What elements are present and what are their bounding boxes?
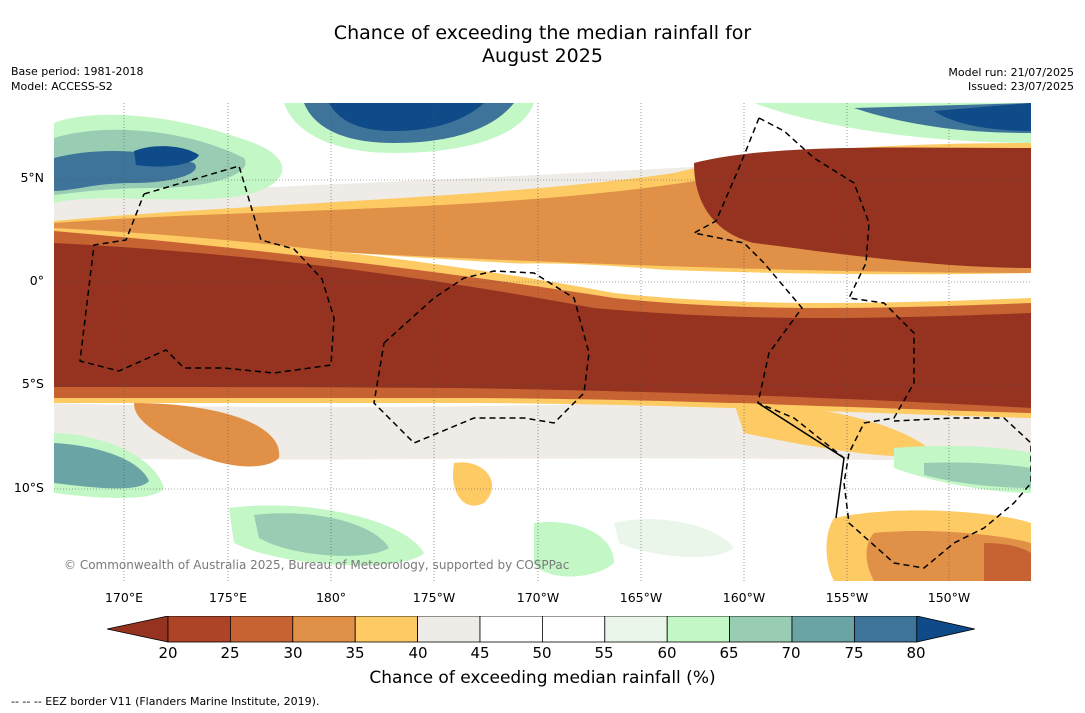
green-south-bottom xyxy=(534,522,614,577)
yellow-south-right xyxy=(734,403,934,457)
graticule xyxy=(54,103,1031,581)
colorbar-segment xyxy=(230,616,294,643)
eez-kiribati-phoenix xyxy=(373,270,590,444)
lat-label: 5°N xyxy=(20,170,44,185)
rainfall-probability-map xyxy=(54,103,1031,581)
teal-south-center xyxy=(254,513,389,556)
colorbar-tick-label: 60 xyxy=(657,644,677,662)
colorbar-tick-label: 75 xyxy=(844,644,864,662)
eez-legend-note: -- -- -- EEZ border V11 (Flanders Marine… xyxy=(11,695,320,708)
lat-label: 0° xyxy=(29,273,44,288)
eez-solid-border xyxy=(757,402,845,519)
colorbar-segment xyxy=(791,616,855,643)
colorbar-tick-label: 80 xyxy=(906,644,926,662)
lat-label: 5°S xyxy=(21,376,44,391)
copyright-notice: © Commonwealth of Australia 2025, Bureau… xyxy=(64,558,570,572)
colorbar-tick-label: 40 xyxy=(408,644,428,662)
orange-southeast-corner xyxy=(984,543,1031,581)
colorbar-segment xyxy=(729,616,793,643)
colorbar-extend-high xyxy=(916,616,975,643)
colorbar-tick-label: 35 xyxy=(345,644,365,662)
lon-label: 170°E xyxy=(104,590,143,605)
eez-borders xyxy=(79,117,1031,569)
colorbar-tick-label: 30 xyxy=(283,644,303,662)
green-south-bottom2 xyxy=(614,519,734,558)
colorbar-tick-label: 45 xyxy=(470,644,490,662)
issued-text: Issued: 23/07/2025 xyxy=(967,80,1074,93)
colorbar-tick-label: 55 xyxy=(594,644,614,662)
lon-label: 155°W xyxy=(825,590,869,605)
colorbar-tick-label: 65 xyxy=(719,644,739,662)
red-equatorial-band xyxy=(54,243,1031,408)
eez-kiribati-line xyxy=(691,117,1031,569)
yellow-south-mid xyxy=(453,462,493,506)
colorbar-segment xyxy=(354,616,418,643)
teal-southeast xyxy=(924,462,1031,488)
lon-label: 170°W xyxy=(516,590,560,605)
colorbar-segment xyxy=(417,616,481,643)
colorbar-segment xyxy=(666,616,731,643)
colorbar-tick-label: 50 xyxy=(532,644,552,662)
blue-southwest xyxy=(54,443,149,489)
colorbar-tick-label: 70 xyxy=(781,644,801,662)
darkblue-north-center xyxy=(329,103,484,131)
colorbar-extend-low xyxy=(107,616,169,643)
map-title-line2: August 2025 xyxy=(482,45,603,67)
colorbar-segment xyxy=(167,616,231,643)
colorbar xyxy=(107,616,975,643)
map-canvas xyxy=(54,103,1031,581)
colorbar-title: Chance of exceeding median rainfall (%) xyxy=(369,668,716,688)
colorbar-segment xyxy=(854,616,918,643)
lat-label: 10°S xyxy=(13,480,44,495)
map-title-line1: Chance of exceeding the median rainfall … xyxy=(333,22,752,44)
colorbar-segment xyxy=(479,616,543,643)
darkblue-north-right xyxy=(934,103,1031,131)
colorbar-tick-label: 25 xyxy=(220,644,240,662)
model-run-text: Model run: 21/07/2025 xyxy=(948,66,1074,79)
lon-label: 165°W xyxy=(619,590,663,605)
colorbar-segment xyxy=(292,616,356,643)
lon-label: 160°W xyxy=(722,590,766,605)
lon-label: 150°W xyxy=(927,590,971,605)
colorbar-segment xyxy=(541,616,606,643)
lon-label: 175°W xyxy=(412,590,456,605)
model-text: Model: ACCESS-S2 xyxy=(11,80,113,93)
lon-label: 180° xyxy=(315,590,347,605)
base-period-text: Base period: 1981-2018 xyxy=(11,65,144,78)
lon-label: 175°E xyxy=(208,590,247,605)
orange-south-patch xyxy=(134,403,280,467)
colorbar-segment xyxy=(604,616,668,643)
darkblue-north-left xyxy=(134,146,199,167)
eez-kiribati-gilberts xyxy=(79,165,335,374)
colorbar-tick-label: 20 xyxy=(158,644,178,662)
